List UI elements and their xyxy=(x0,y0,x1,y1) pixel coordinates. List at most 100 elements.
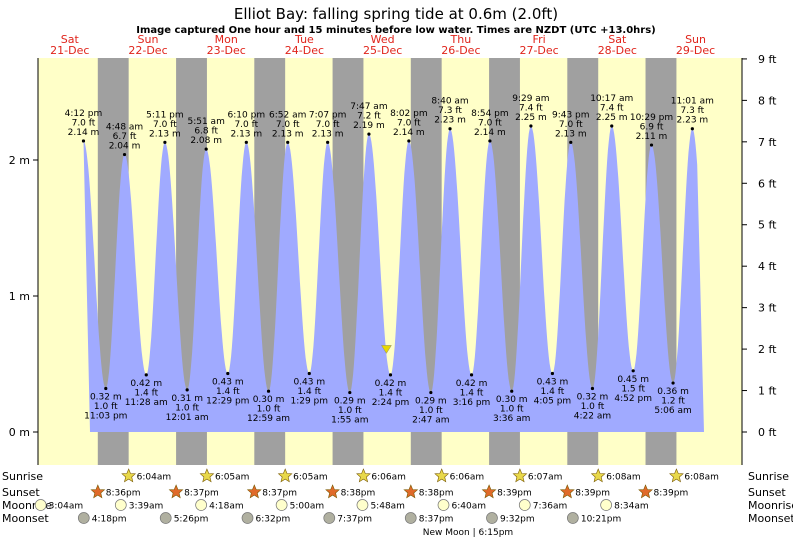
current-level-marker xyxy=(380,345,392,354)
high-tide-label: 6:52 am xyxy=(269,110,306,120)
day-name: Thu xyxy=(450,33,472,46)
high-tide-label: 7.0 ft xyxy=(316,120,340,130)
low-tide-label: 1.0 ft xyxy=(419,406,443,416)
high-tide-label: 2.11 m xyxy=(636,132,668,142)
high-tide-label: 5:51 am xyxy=(187,117,224,127)
tide-point xyxy=(286,140,290,144)
sunrise-time: 6:06am xyxy=(450,473,485,483)
tide-point xyxy=(104,386,108,391)
low-tide-label: 11:28 am xyxy=(125,398,168,408)
moonset-time: 7:37pm xyxy=(337,515,372,525)
high-tide-label: 5:11 pm xyxy=(146,110,184,120)
low-tide-label: 4:05 pm xyxy=(534,397,572,407)
tide-area xyxy=(83,126,704,432)
sunset-icon xyxy=(638,484,653,499)
low-tide-label: 11:03 pm xyxy=(84,411,127,421)
tide-point xyxy=(429,390,433,395)
low-tide-label: 0.30 m xyxy=(496,395,528,405)
moonset-time: 4:18pm xyxy=(92,515,127,525)
high-tide-label: 2.13 m xyxy=(149,129,181,139)
high-tide-label: 7.0 ft xyxy=(72,118,96,128)
moonrise-icon xyxy=(114,499,127,511)
sunset-icon xyxy=(90,484,106,499)
high-tide-label: 7.0 ft xyxy=(276,120,300,130)
day-date: 24-Dec xyxy=(285,44,324,57)
low-tide-label: 4:22 am xyxy=(574,411,611,421)
moonrise-time: 8:34am xyxy=(614,502,649,512)
high-tide-label: 7.4 ft xyxy=(600,104,624,114)
high-tide-label: 7.0 ft xyxy=(559,120,583,130)
moonrise-time: 6:40am xyxy=(452,502,487,512)
low-tide-label: 5:06 am xyxy=(654,406,691,416)
moonset-icon xyxy=(323,512,336,524)
day-name: Tue xyxy=(294,33,314,46)
tide-point xyxy=(204,147,208,151)
moonrise-icon xyxy=(600,499,612,511)
sunrise-time: 6:08am xyxy=(606,473,641,483)
tide-point xyxy=(469,373,474,377)
sunrise-time: 6:05am xyxy=(293,473,328,483)
day-date: 26-Dec xyxy=(441,44,480,57)
axes-layer: 0 m 1 m 2 m 0 ft 1 ft 2 ft 3 ft 4 ft 5 ft 6 ft 7 f… xyxy=(9,53,777,465)
moonrise-time: 7:36am xyxy=(533,502,568,512)
low-tide-label: 1.4 ft xyxy=(541,387,565,397)
low-tide-label: 0.42 m xyxy=(375,379,407,389)
low-tide-label: 1.4 ft xyxy=(216,387,240,397)
moonrise-icon xyxy=(437,499,450,511)
sunset-time: 8:37pm xyxy=(184,489,219,499)
high-tide-label: 4:48 am xyxy=(106,123,143,133)
moonset-time: 6:32pm xyxy=(256,515,291,525)
low-tide-label: 0.32 m xyxy=(577,392,609,402)
tide-point xyxy=(226,371,230,376)
high-tide-label: 2.14 m xyxy=(393,128,425,138)
sunset-time: 8:39pm xyxy=(497,489,532,499)
high-tide-label: 7:47 am xyxy=(350,102,387,112)
tide-point xyxy=(388,373,393,377)
moonrise-time: 3:39am xyxy=(129,502,164,512)
low-tide-label: 3:36 am xyxy=(493,414,530,424)
low-tide-label: 0.36 m xyxy=(657,387,689,397)
day-name: Wed xyxy=(371,33,395,46)
high-tide-label: 11:01 am xyxy=(671,97,714,107)
sunrise-icon xyxy=(121,468,137,483)
high-tide-label: 2.13 m xyxy=(555,129,587,139)
day-date: 28-Dec xyxy=(598,44,637,57)
day-date: 23-Dec xyxy=(207,44,246,57)
low-tide-label: 12:59 am xyxy=(247,414,290,424)
tide-point xyxy=(81,139,86,143)
high-tide-label: 2.23 m xyxy=(434,116,466,126)
low-tide-label: 1:55 am xyxy=(331,416,368,426)
left-tick-label: 1 m xyxy=(9,290,30,303)
low-tide-label: 12:01 am xyxy=(166,413,209,423)
left-tick-label: 0 m xyxy=(9,426,30,439)
low-tide-label: 2:24 pm xyxy=(372,398,410,408)
high-tide-label: 7:07 pm xyxy=(309,110,347,120)
day-date: 27-Dec xyxy=(519,44,558,57)
astronomy-layer: Sunrise Sunrise 6:04am 6:05am 6:05am 6:06am 6:… xyxy=(2,468,793,538)
right-tick-label: 3 ft xyxy=(758,302,777,315)
day-date: 29-Dec xyxy=(676,44,715,57)
sunset-time: 8:37pm xyxy=(262,489,297,499)
low-tide-label: 1.4 ft xyxy=(134,388,158,398)
low-tide-label: 0.43 m xyxy=(212,378,244,388)
tide-point xyxy=(590,386,595,391)
chart-title: Elliot Bay: falling spring tide at 0.6m … xyxy=(234,5,558,23)
day-date: 22-Dec xyxy=(128,44,167,57)
tide-point xyxy=(185,388,189,392)
day-date: 21-Dec xyxy=(50,44,89,57)
high-tide-label: 2.14 m xyxy=(68,128,100,138)
high-tide-label: 7.3 ft xyxy=(438,106,462,116)
tide-point xyxy=(448,127,452,131)
high-tide-label: 7.0 ft xyxy=(153,120,177,130)
high-tide-label: 2.25 m xyxy=(515,113,547,123)
sunset-icon xyxy=(168,484,184,499)
high-tide-label: 4:12 pm xyxy=(65,109,103,119)
high-tide-label: 6.9 ft xyxy=(640,123,664,133)
low-tide-label: 1.4 ft xyxy=(460,388,484,398)
low-tide-label: 4:52 pm xyxy=(614,394,652,404)
tide-point xyxy=(307,371,311,376)
new-moon-label: New Moon | 6:15pm xyxy=(423,528,513,538)
right-tick-label: 9 ft xyxy=(758,53,777,66)
sunset-icon xyxy=(325,484,340,499)
tide-point xyxy=(122,152,127,157)
